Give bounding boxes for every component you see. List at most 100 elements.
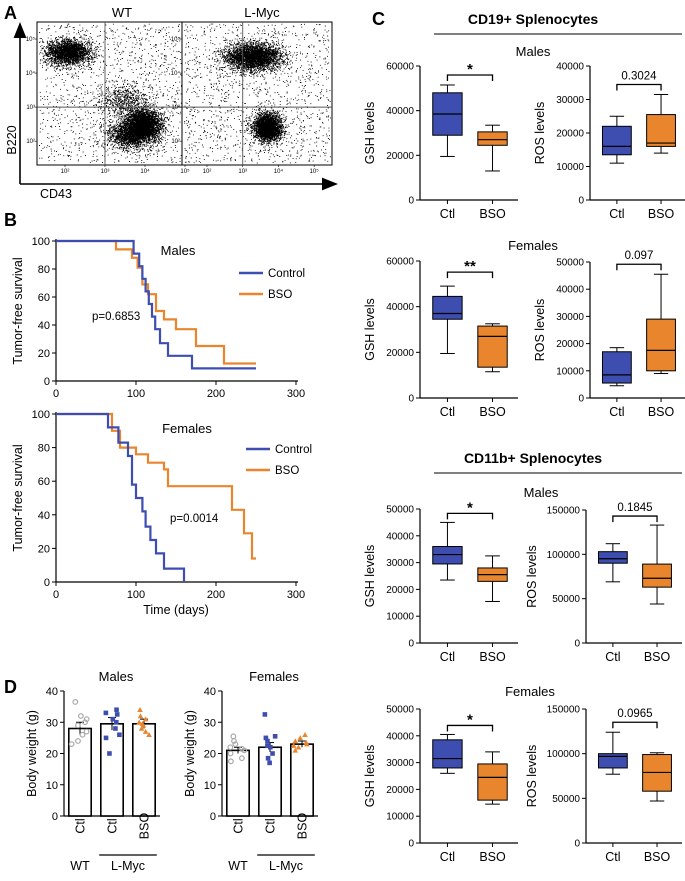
survival-curve-bso: [56, 412, 256, 560]
survival-x-tick-label: 200: [207, 589, 225, 601]
box-x-tick-label: Ctl: [440, 650, 455, 664]
flow-x-tick-label: 10⁵: [310, 168, 320, 175]
survival-y-tick-label: 100: [32, 236, 50, 248]
box-y-tick-label: 100000: [547, 550, 581, 561]
box-x-tick-label: Ctl: [440, 850, 455, 864]
legend-label-bso: BSO: [268, 289, 292, 301]
survival-y-tick-label: 60: [38, 476, 50, 488]
bar-y-tick-label: 20: [204, 749, 216, 761]
bar-x-tick-label: BSO: [137, 813, 151, 840]
bar-point: [265, 743, 270, 748]
box-group-title: Males: [516, 44, 551, 59]
bar-point: [75, 738, 81, 744]
box-y-tick-label: 50000: [556, 258, 584, 269]
box-y-axis-label: GSH levels: [363, 102, 377, 165]
box-ctl: [597, 753, 628, 769]
box-bso: [646, 114, 676, 147]
bar-point: [297, 735, 303, 741]
cd11b-header: CD11b+ Splenocytes: [464, 450, 602, 466]
significance-bracket: [616, 263, 662, 271]
box-y-tick-label: 0: [578, 196, 584, 207]
box-x-tick-label: BSO: [479, 650, 506, 664]
bar-group-label-wt: WT: [228, 859, 248, 873]
box-bso: [477, 763, 508, 801]
bar-y-axis-label: Body weight (g): [183, 710, 197, 797]
box-y-tick-label: 0: [408, 839, 414, 850]
box-y-tick-label: 40000: [386, 731, 414, 742]
survival-x-tick-label: 300: [287, 589, 305, 601]
box-plot-c-cd19-females-ros: 0 10000 20000 30000 40000 50000 ROS levels Ctl B…: [533, 250, 685, 419]
significance-bracket: [616, 83, 662, 91]
survival-x-tick-label: 0: [53, 589, 59, 601]
box-group-title: Females: [505, 684, 555, 699]
bar-point: [230, 733, 237, 740]
box-ctl: [432, 546, 463, 565]
box-ctl: [432, 739, 463, 769]
box-y-tick-label: 40000: [556, 62, 584, 73]
box-plot-c-cd11b-males-gsh: 0 10000 20000 30000 40000 50000 GSH levels Ctl B…: [363, 485, 559, 664]
bar-point: [146, 731, 152, 737]
bar-y-tick-label: 40: [46, 686, 58, 698]
bar-point: [290, 742, 297, 748]
survival-x-tick-label: 100: [127, 589, 145, 601]
survival-title: Males: [161, 243, 196, 258]
flow-y-tick-label: 10³: [171, 105, 180, 111]
panel-label-d: D: [4, 677, 17, 697]
flow-y-tick-label: 10⁴: [26, 70, 36, 77]
box-y-tick-label: 30000: [556, 95, 584, 106]
survival-p-value: p=0.6853: [92, 311, 140, 323]
cd43-label: CD43: [40, 187, 72, 201]
flow-x-tick-label: 10³: [238, 169, 247, 175]
flow-x-tick-label: 10⁴: [140, 168, 150, 175]
panel-label-c: C: [372, 9, 385, 29]
survival-curve-control: [56, 412, 186, 582]
box-y-tick-label: 10000: [386, 612, 414, 623]
box-plot-c-cd11b-females-ros: 0 50000 100000 150000 ROS levels Ctl BSO 0.0965: [525, 705, 682, 864]
bar-point: [75, 722, 81, 729]
bar-point: [114, 712, 120, 717]
bar-point: [142, 728, 149, 734]
box-x-tick-label: Ctl: [440, 405, 455, 419]
box-y-tick-label: 40000: [386, 302, 414, 313]
bar-point: [265, 755, 271, 761]
box-y-tick-label: 10000: [556, 366, 584, 377]
cd19-header: CD19+ Splenocytes: [468, 11, 599, 27]
bar-point: [267, 760, 272, 766]
box-x-tick-label: Ctl: [605, 850, 620, 864]
bar-point: [231, 738, 237, 744]
survival-y-tick-label: 20: [38, 543, 50, 555]
box-x-tick-label: BSO: [644, 650, 671, 664]
box-y-tick-label: 60000: [386, 257, 414, 268]
bar-point: [103, 735, 109, 741]
bar: [289, 743, 314, 817]
bar-point: [272, 734, 278, 739]
bar-y-tick-label: 30: [46, 717, 58, 729]
bar-point: [241, 747, 248, 754]
box-ctl: [597, 551, 628, 564]
bar-x-tick-label: BSO: [295, 813, 309, 840]
box-x-tick-label: BSO: [479, 207, 506, 221]
box-x-tick-label: Ctl: [609, 207, 624, 221]
significance-label: 0.1845: [617, 502, 652, 514]
box-y-tick-label: 30000: [556, 312, 584, 323]
survival-y-tick-label: 0: [44, 376, 50, 388]
box-plot-c-cd11b-males-ros: 0 50000 100000 150000 ROS levels Ctl BSO 0.1845: [525, 502, 682, 664]
flow-x-tick-label: 10⁵: [180, 168, 190, 175]
bar-point: [265, 738, 270, 744]
box-y-tick-label: 0: [574, 839, 580, 850]
bar-point: [138, 725, 145, 731]
flow-y-tick-label: 10⁵: [171, 36, 181, 43]
bar-point: [142, 716, 149, 722]
bar-y-tick-label: 20: [46, 749, 58, 761]
survival-y-tick-label: 40: [38, 320, 50, 332]
bar-plot-d-females: Females 0 10 20 30 40 Body weight (g) Ctl Ctl BSO…: [183, 669, 318, 873]
box-plot-c-cd19-females-gsh: 0 20000 40000 60000 GSH levels Ctl BSO ** Female…: [363, 238, 558, 419]
bar-point: [114, 719, 119, 725]
box-y-tick-label: 10000: [556, 162, 584, 173]
flow-plot-lmyc: 10² 10³ 10⁴ 10⁵ 10² 10³ 10⁴ 10⁵: [171, 21, 333, 175]
box-plot-c-cd11b-females-gsh: 0 10000 20000 30000 40000 50000 GSH levels Ctl B…: [363, 684, 555, 864]
bar-y-tick-label: 0: [52, 811, 58, 823]
bar-point: [227, 744, 234, 751]
bar: [132, 723, 157, 817]
survival-plot-females: 0 20 40 60 80 100 0 100 200 300 Tumor-free surviva…: [11, 409, 312, 617]
